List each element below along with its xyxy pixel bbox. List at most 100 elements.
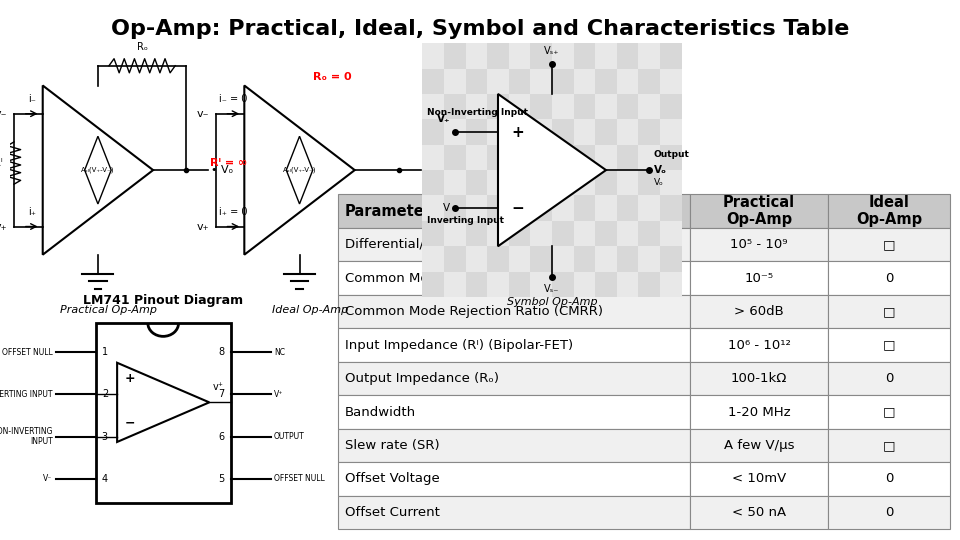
Bar xyxy=(690,228,828,261)
Bar xyxy=(595,170,616,195)
Bar xyxy=(530,69,552,94)
Text: 0: 0 xyxy=(885,472,894,485)
Bar xyxy=(638,221,660,246)
Bar xyxy=(638,195,660,221)
Text: Input Impedance (Rᴵ) (Bipolar-FET): Input Impedance (Rᴵ) (Bipolar-FET) xyxy=(345,339,573,352)
Bar xyxy=(444,272,466,297)
Bar xyxy=(595,221,616,246)
Text: V⁻: V⁻ xyxy=(43,475,53,483)
Bar xyxy=(638,170,660,195)
Bar xyxy=(422,94,444,119)
Text: Vₛ₊: Vₛ₊ xyxy=(544,46,560,56)
Bar xyxy=(573,119,595,145)
Text: v⁺: v⁺ xyxy=(213,382,224,392)
Text: i₋ = 0: i₋ = 0 xyxy=(219,94,248,104)
Text: v₋: v₋ xyxy=(0,109,8,119)
Text: i₋: i₋ xyxy=(28,94,36,104)
Bar xyxy=(660,221,682,246)
Bar xyxy=(638,94,660,119)
Bar xyxy=(338,328,690,362)
Bar xyxy=(422,69,444,94)
Text: +: + xyxy=(125,372,135,385)
Bar xyxy=(466,145,487,170)
Text: 0: 0 xyxy=(885,506,894,519)
Bar xyxy=(828,496,950,529)
Text: □: □ xyxy=(883,339,896,352)
Bar xyxy=(444,94,466,119)
Bar xyxy=(530,272,552,297)
Bar xyxy=(530,145,552,170)
Bar xyxy=(828,328,950,362)
Bar xyxy=(422,43,444,69)
Bar xyxy=(466,69,487,94)
Bar xyxy=(444,43,466,69)
Bar xyxy=(422,195,444,221)
Bar xyxy=(573,43,595,69)
Bar xyxy=(422,221,444,246)
Text: OFFSET NULL: OFFSET NULL xyxy=(274,475,324,483)
Text: i₊ = 0: i₊ = 0 xyxy=(219,207,248,217)
Bar xyxy=(660,94,682,119)
Bar xyxy=(487,221,509,246)
Text: +: + xyxy=(511,125,524,139)
Bar xyxy=(96,323,230,503)
Bar xyxy=(638,119,660,145)
Text: Rₒ = 0: Rₒ = 0 xyxy=(313,72,352,82)
Bar xyxy=(616,145,638,170)
Bar xyxy=(616,94,638,119)
Bar xyxy=(487,246,509,272)
Text: Bandwidth: Bandwidth xyxy=(345,406,416,419)
Bar xyxy=(444,221,466,246)
Text: • Vₒ: • Vₒ xyxy=(210,165,232,175)
Text: Vₛ₋: Vₛ₋ xyxy=(544,284,560,294)
Text: −: − xyxy=(125,417,135,430)
Bar xyxy=(466,43,487,69)
Bar xyxy=(530,195,552,221)
Bar xyxy=(487,145,509,170)
Text: > 60dB: > 60dB xyxy=(734,305,784,318)
Bar xyxy=(595,94,616,119)
Bar xyxy=(573,94,595,119)
Bar xyxy=(338,194,690,228)
Text: 10⁵ - 10⁹: 10⁵ - 10⁹ xyxy=(731,238,788,251)
Bar xyxy=(690,362,828,395)
Bar xyxy=(530,170,552,195)
Text: 2: 2 xyxy=(102,389,108,400)
Bar xyxy=(595,119,616,145)
Bar xyxy=(616,246,638,272)
Bar xyxy=(466,170,487,195)
Bar xyxy=(660,246,682,272)
Bar xyxy=(660,195,682,221)
Bar xyxy=(573,246,595,272)
Text: Parameter: Parameter xyxy=(345,204,432,219)
Text: A few V/μs: A few V/μs xyxy=(724,439,794,452)
Bar xyxy=(690,429,828,462)
Bar xyxy=(660,69,682,94)
Bar xyxy=(444,145,466,170)
Text: 4: 4 xyxy=(102,474,108,484)
Bar xyxy=(509,170,530,195)
Text: Rₒ: Rₒ xyxy=(136,42,148,52)
Bar xyxy=(338,362,690,395)
Bar xyxy=(828,295,950,328)
Text: □: □ xyxy=(883,238,896,251)
Bar xyxy=(828,228,950,261)
Bar xyxy=(466,119,487,145)
Bar xyxy=(828,362,950,395)
Text: v₋: v₋ xyxy=(197,109,209,119)
Bar xyxy=(595,69,616,94)
Text: V: V xyxy=(444,203,450,213)
Polygon shape xyxy=(498,94,606,246)
Bar xyxy=(638,145,660,170)
Text: 10⁻⁵: 10⁻⁵ xyxy=(744,272,774,285)
Text: Inverting Input: Inverting Input xyxy=(426,216,504,225)
Text: LM741 Pinout Diagram: LM741 Pinout Diagram xyxy=(84,294,243,307)
Bar xyxy=(690,261,828,295)
Text: 5: 5 xyxy=(218,474,225,484)
Text: Common Mode Gain (Aᴄₘ): Common Mode Gain (Aᴄₘ) xyxy=(345,272,519,285)
Text: 0: 0 xyxy=(885,272,894,285)
Text: < 50 nA: < 50 nA xyxy=(732,506,786,519)
Text: Differential/Open Loop Gain (Aₒₗ): Differential/Open Loop Gain (Aₒₗ) xyxy=(345,238,562,251)
Bar xyxy=(552,69,574,94)
Bar xyxy=(338,462,690,496)
